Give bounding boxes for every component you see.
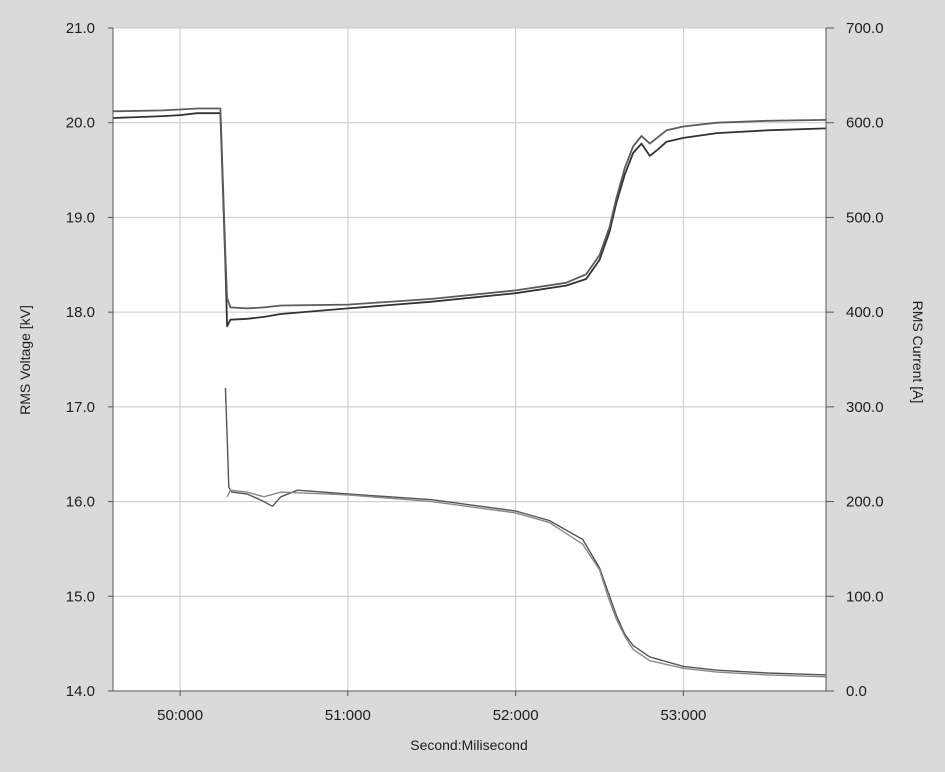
- series-lines: [112, 107, 827, 678]
- x-tick-label: 52:000: [493, 707, 539, 724]
- y-right-tick-label: 700.0: [846, 20, 884, 37]
- y-right-tick-label: 0.0: [846, 683, 867, 700]
- y-left-tick-label: 17.0: [66, 399, 95, 416]
- y-right-tick-label: 200.0: [846, 494, 884, 511]
- x-tick-label: 51:000: [325, 707, 371, 724]
- y-axis-right-title: RMS Current [A]: [910, 301, 926, 404]
- y-right-tick-label: 100.0: [846, 588, 884, 605]
- y-left-tick-label: 20.0: [66, 115, 95, 132]
- current-series-line-4: [226, 489, 827, 678]
- y-right-tick-label: 500.0: [846, 209, 884, 226]
- y-right-tick-label: 300.0: [846, 399, 884, 416]
- tick-labels: 50:000 51:000 52:000 53:000 21.0 20.0 19.0 18.0…: [66, 20, 884, 724]
- y-axis-left-title: RMS Voltage [kV]: [17, 305, 33, 415]
- y-right-tick-label: 400.0: [846, 304, 884, 321]
- x-tick-label: 50:000: [157, 707, 203, 724]
- y-left-tick-label: 21.0: [66, 20, 95, 37]
- x-tick-label: 53:000: [660, 707, 706, 724]
- current-series-line-3: [224, 387, 827, 676]
- y-left-tick-label: 14.0: [66, 683, 95, 700]
- y-left-tick-label: 18.0: [66, 304, 95, 321]
- y-left-tick-label: 19.0: [66, 209, 95, 226]
- y-left-tick-label: 16.0: [66, 494, 95, 511]
- y-left-tick-label: 15.0: [66, 588, 95, 605]
- y-right-tick-label: 600.0: [846, 115, 884, 132]
- voltage-series-line-2: [112, 107, 827, 310]
- x-axis-title: Second:Milisecond: [410, 737, 528, 753]
- plot-area: [113, 28, 826, 691]
- axes: [112, 28, 827, 692]
